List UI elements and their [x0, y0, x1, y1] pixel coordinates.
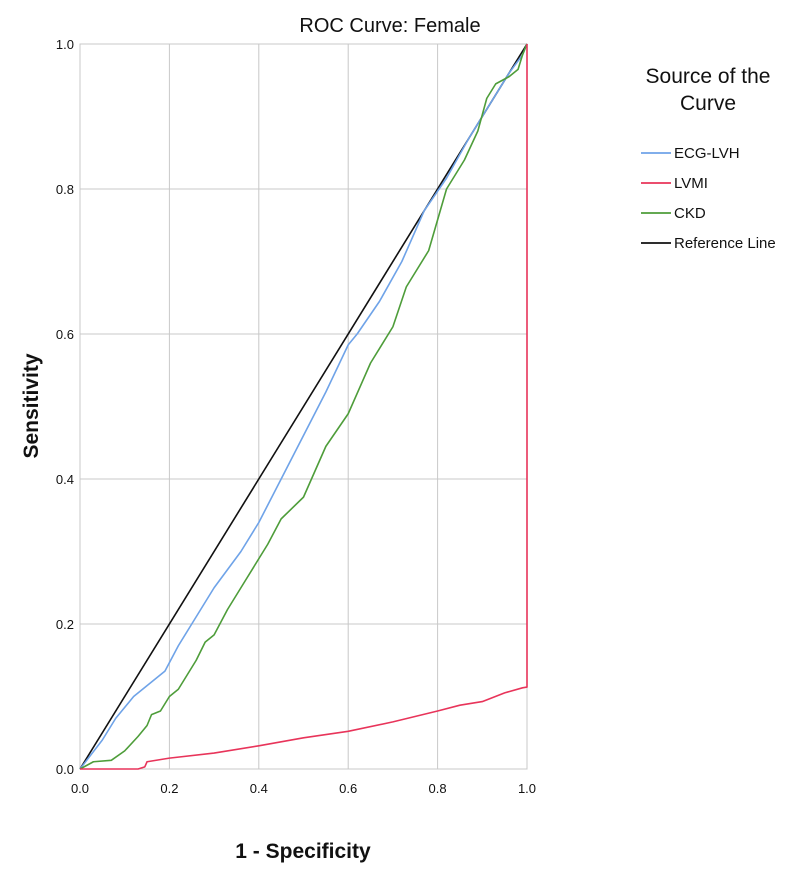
legend-items: ECG-LVH LVMI CKD Reference Line — [641, 145, 776, 252]
y-axis-ticks: 0.0 0.2 0.4 0.6 0.8 1.0 — [56, 37, 74, 777]
x-axis-ticks: 0.0 0.2 0.4 0.6 0.8 1.0 — [71, 781, 536, 796]
x-tick-label: 0.8 — [429, 781, 447, 796]
y-tick-label: 1.0 — [56, 37, 74, 52]
series-lines — [79, 43, 528, 770]
x-tick-label: 0.6 — [339, 781, 357, 796]
y-tick-label: 0.6 — [56, 327, 74, 342]
y-tick-label: 0.0 — [56, 762, 74, 777]
y-axis-title: Sensitivity — [20, 353, 43, 458]
y-tick-label: 0.8 — [56, 182, 74, 197]
x-tick-label: 0.2 — [160, 781, 178, 796]
series-line-ckd — [79, 43, 528, 770]
x-tick-label: 1.0 — [518, 781, 536, 796]
legend: Source of the Curve ECG-LVH LVMI CKD Refere… — [641, 65, 776, 252]
x-tick-label: 0.4 — [250, 781, 268, 796]
x-axis-title: 1 - Specificity — [235, 840, 371, 863]
series-line-lvmi — [80, 44, 528, 770]
legend-title-line-2: Curve — [680, 92, 736, 115]
chart-title: ROC Curve: Female — [299, 15, 480, 37]
legend-label-lvmi: LVMI — [674, 175, 708, 192]
y-tick-label: 0.4 — [56, 472, 74, 487]
legend-label-ckd: CKD — [674, 205, 706, 222]
x-tick-label: 0.0 — [71, 781, 89, 796]
legend-label-reference-line: Reference Line — [674, 235, 776, 252]
series-line-reference-line — [79, 43, 528, 770]
grid-lines — [80, 44, 527, 769]
y-tick-label: 0.2 — [56, 617, 74, 632]
legend-title-line-1: Source of the — [646, 65, 771, 88]
legend-label-ecg-lvh: ECG-LVH — [674, 145, 740, 162]
